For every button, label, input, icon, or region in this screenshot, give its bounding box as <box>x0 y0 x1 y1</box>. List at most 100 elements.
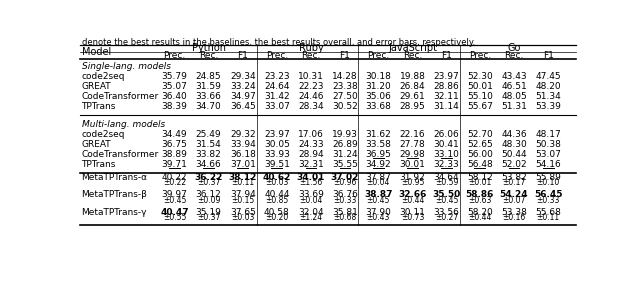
Text: code2seq: code2seq <box>81 130 125 139</box>
Text: 50.44: 50.44 <box>501 150 527 159</box>
Text: ±1.24: ±1.24 <box>300 213 323 222</box>
Text: F1: F1 <box>441 51 452 60</box>
Text: 35.79: 35.79 <box>162 73 188 82</box>
Text: 36.75: 36.75 <box>162 140 188 149</box>
Text: 37.87: 37.87 <box>365 172 391 182</box>
Text: ±0.95: ±0.95 <box>401 178 424 187</box>
Text: 31.24: 31.24 <box>332 150 358 159</box>
Text: ±0.16: ±0.16 <box>502 213 525 222</box>
Text: 43.43: 43.43 <box>501 73 527 82</box>
Text: ±0.04: ±0.04 <box>367 178 390 187</box>
Text: 27.78: 27.78 <box>399 140 426 149</box>
Text: Rec.: Rec. <box>403 51 422 60</box>
Text: 33.58: 33.58 <box>365 140 391 149</box>
Text: 31.14: 31.14 <box>434 102 460 111</box>
Text: 37.02: 37.02 <box>331 172 359 182</box>
Text: 32.11: 32.11 <box>434 92 460 101</box>
Text: 54.24: 54.24 <box>500 190 528 199</box>
Text: 30.41: 30.41 <box>434 140 460 149</box>
Text: 27.50: 27.50 <box>332 92 358 101</box>
Text: F1: F1 <box>237 51 248 60</box>
Text: ±0.96: ±0.96 <box>333 178 356 187</box>
Text: 53.07: 53.07 <box>535 150 561 159</box>
Text: 51.34: 51.34 <box>535 92 561 101</box>
Text: Prec.: Prec. <box>468 51 491 60</box>
Text: F1: F1 <box>340 51 351 60</box>
Text: ±0.59: ±0.59 <box>435 178 458 187</box>
Text: 55.10: 55.10 <box>467 92 493 101</box>
Text: 30.01: 30.01 <box>399 160 426 169</box>
Text: ±0.63: ±0.63 <box>468 196 492 205</box>
Text: 51.31: 51.31 <box>501 102 527 111</box>
Text: ±0.37: ±0.37 <box>197 178 220 187</box>
Text: CodeTransformer: CodeTransformer <box>81 92 159 101</box>
Text: 28.95: 28.95 <box>399 102 426 111</box>
Text: 53.82: 53.82 <box>501 172 527 182</box>
Text: ±0.45: ±0.45 <box>367 196 390 205</box>
Text: 30.18: 30.18 <box>365 73 391 82</box>
Text: 24.64: 24.64 <box>264 82 290 92</box>
Text: GREAT: GREAT <box>81 140 111 149</box>
Text: ±0.44: ±0.44 <box>401 196 424 205</box>
Text: 36.40: 36.40 <box>162 92 188 101</box>
Text: ±0.11: ±0.11 <box>536 213 559 222</box>
Text: Model: Model <box>81 47 111 57</box>
Text: 34.97: 34.97 <box>230 92 255 101</box>
Text: 36.12: 36.12 <box>196 190 221 199</box>
Text: 26.89: 26.89 <box>332 140 358 149</box>
Text: 36.95: 36.95 <box>365 150 391 159</box>
Text: ±0.22: ±0.22 <box>163 178 186 187</box>
Text: TPTrans: TPTrans <box>81 102 116 111</box>
Text: 23.38: 23.38 <box>332 82 358 92</box>
Text: ±0.01: ±0.01 <box>468 178 492 187</box>
Text: 36.45: 36.45 <box>230 102 255 111</box>
Text: 50.01: 50.01 <box>467 82 493 92</box>
Text: 33.66: 33.66 <box>196 92 221 101</box>
Text: 48.17: 48.17 <box>535 130 561 139</box>
Text: ±0.07: ±0.07 <box>502 196 525 205</box>
Text: 31.42: 31.42 <box>264 92 290 101</box>
Text: Prec.: Prec. <box>266 51 288 60</box>
Text: 14.28: 14.28 <box>332 73 358 82</box>
Text: 53.38: 53.38 <box>501 208 527 217</box>
Text: Rec.: Rec. <box>504 51 524 60</box>
Text: 31.54: 31.54 <box>196 140 221 149</box>
Text: ±0.43: ±0.43 <box>367 213 390 222</box>
Text: 31.59: 31.59 <box>196 82 221 92</box>
Text: F1: F1 <box>543 51 554 60</box>
Text: 22.23: 22.23 <box>298 82 324 92</box>
Text: 34.64: 34.64 <box>434 172 460 182</box>
Text: 32.04: 32.04 <box>298 208 324 217</box>
Text: 30.11: 30.11 <box>399 208 426 217</box>
Text: 31.20: 31.20 <box>365 82 391 92</box>
Text: MetaTPTrans-β: MetaTPTrans-β <box>81 190 147 199</box>
Text: 33.24: 33.24 <box>230 82 255 92</box>
Text: 34.92: 34.92 <box>365 160 391 169</box>
Text: 36.22: 36.22 <box>195 172 223 182</box>
Text: 40.47: 40.47 <box>160 208 189 217</box>
Text: 30.05: 30.05 <box>264 140 290 149</box>
Text: 35.19: 35.19 <box>196 208 221 217</box>
Text: 23.97: 23.97 <box>434 73 460 82</box>
Text: 36.18: 36.18 <box>230 150 256 159</box>
Text: 17.06: 17.06 <box>298 130 324 139</box>
Text: 33.56: 33.56 <box>434 208 460 217</box>
Text: ±0.85: ±0.85 <box>265 196 289 205</box>
Text: 24.46: 24.46 <box>298 92 324 101</box>
Text: 23.23: 23.23 <box>264 73 290 82</box>
Text: Single-lang. models: Single-lang. models <box>81 62 170 71</box>
Text: ±0.33: ±0.33 <box>333 196 356 205</box>
Text: 19.93: 19.93 <box>332 130 358 139</box>
Text: Python: Python <box>191 43 226 54</box>
Text: ±0.27: ±0.27 <box>435 213 458 222</box>
Text: 28.94: 28.94 <box>298 150 324 159</box>
Text: 26.06: 26.06 <box>434 130 460 139</box>
Text: ±0.17: ±0.17 <box>502 178 525 187</box>
Text: 34.01: 34.01 <box>297 172 325 182</box>
Text: 29.98: 29.98 <box>399 150 426 159</box>
Text: 58.86: 58.86 <box>466 190 494 199</box>
Text: 24.85: 24.85 <box>196 73 221 82</box>
Text: 34.70: 34.70 <box>196 102 221 111</box>
Text: 52.65: 52.65 <box>467 140 493 149</box>
Text: ±0.04: ±0.04 <box>300 196 323 205</box>
